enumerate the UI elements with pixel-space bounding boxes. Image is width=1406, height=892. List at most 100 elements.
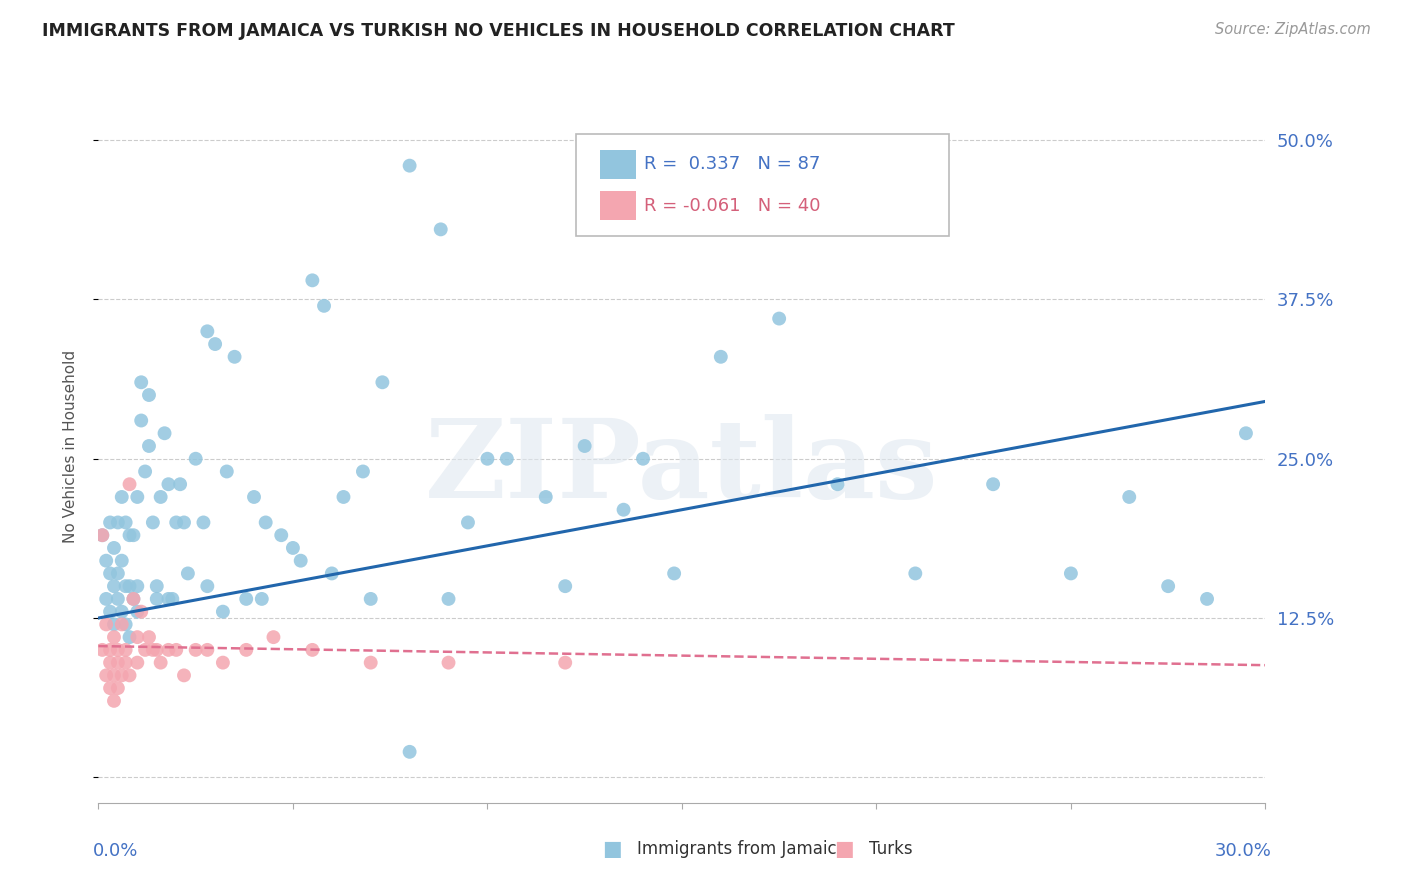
Point (243, 490, 266, 504)
Point (429, 222, 451, 236)
Point (111, 617, 134, 632)
Point (96, 591, 118, 606)
Text: Immigrants from Jamaica: Immigrants from Jamaica (637, 840, 846, 858)
Point (129, 605, 152, 619)
Point (103, 668, 125, 682)
Point (122, 591, 145, 606)
Point (129, 413, 152, 427)
Point (1060, 566, 1083, 581)
Point (111, 490, 134, 504)
Point (103, 630, 125, 644)
Point (312, 299, 335, 313)
Point (195, 324, 218, 338)
Point (301, 273, 323, 287)
Point (114, 656, 136, 670)
Point (195, 643, 218, 657)
Point (118, 528, 141, 542)
Point (98, 681, 121, 695)
Point (173, 668, 195, 682)
Point (118, 668, 141, 682)
Text: ■: ■ (834, 839, 853, 859)
Point (254, 516, 277, 530)
Point (212, 656, 235, 670)
Point (138, 388, 160, 402)
Point (114, 643, 136, 657)
Text: R =  0.337   N = 87: R = 0.337 N = 87 (644, 155, 820, 173)
Point (111, 554, 134, 568)
Point (662, 566, 685, 581)
Point (301, 643, 323, 657)
Point (149, 490, 172, 504)
Point (165, 516, 187, 530)
Point (134, 643, 156, 657)
Point (224, 350, 246, 364)
Point (122, 591, 145, 606)
Point (98, 656, 121, 670)
Point (321, 566, 343, 581)
Point (146, 579, 169, 593)
Point (103, 694, 125, 708)
Text: IMMIGRANTS FROM JAMAICA VS TURKISH NO VEHICLES IN HOUSEHOLD CORRELATION CHART: IMMIGRANTS FROM JAMAICA VS TURKISH NO VE… (42, 22, 955, 40)
Point (534, 490, 557, 504)
Point (96, 617, 118, 632)
Point (184, 451, 207, 466)
Point (165, 643, 187, 657)
Point (250, 591, 273, 606)
Y-axis label: No Vehicles in Household: No Vehicles in Household (63, 350, 77, 542)
Point (127, 490, 149, 504)
Point (212, 605, 235, 619)
Point (437, 656, 460, 670)
Point (138, 439, 160, 453)
Point (114, 617, 136, 632)
Point (904, 566, 927, 581)
Point (118, 579, 141, 593)
Point (215, 465, 238, 479)
Point (98, 643, 121, 657)
Point (98, 516, 121, 530)
Point (107, 516, 129, 530)
Point (1234, 426, 1257, 441)
Point (371, 376, 394, 390)
Point (149, 656, 172, 670)
Point (262, 630, 284, 644)
Point (91, 528, 114, 542)
Point (290, 554, 312, 568)
Point (495, 451, 517, 466)
Point (360, 591, 382, 606)
Point (169, 477, 191, 491)
Point (1157, 579, 1180, 593)
Point (281, 541, 304, 555)
Point (1195, 591, 1218, 606)
Point (107, 643, 129, 657)
Point (127, 579, 149, 593)
Point (613, 502, 636, 516)
Point (129, 376, 152, 390)
Text: Turks: Turks (869, 840, 912, 858)
Point (195, 579, 218, 593)
Point (477, 451, 499, 466)
Point (398, 159, 420, 173)
Point (103, 617, 125, 632)
Point (157, 643, 180, 657)
Point (157, 477, 180, 491)
Point (107, 591, 129, 606)
Point (118, 630, 141, 644)
Text: 0.0%: 0.0% (93, 842, 138, 860)
Point (111, 605, 134, 619)
Point (96, 554, 118, 568)
Point (184, 643, 207, 657)
Text: ZIPatlas: ZIPatlas (425, 414, 939, 521)
Point (204, 337, 226, 351)
Text: ■: ■ (602, 839, 621, 859)
Point (107, 656, 129, 670)
Point (574, 439, 596, 453)
Point (193, 516, 215, 530)
Point (457, 516, 479, 530)
Point (554, 579, 576, 593)
Point (138, 630, 160, 644)
Point (98, 566, 121, 581)
Point (332, 490, 354, 504)
Point (114, 516, 136, 530)
Point (352, 465, 374, 479)
Point (162, 591, 184, 606)
